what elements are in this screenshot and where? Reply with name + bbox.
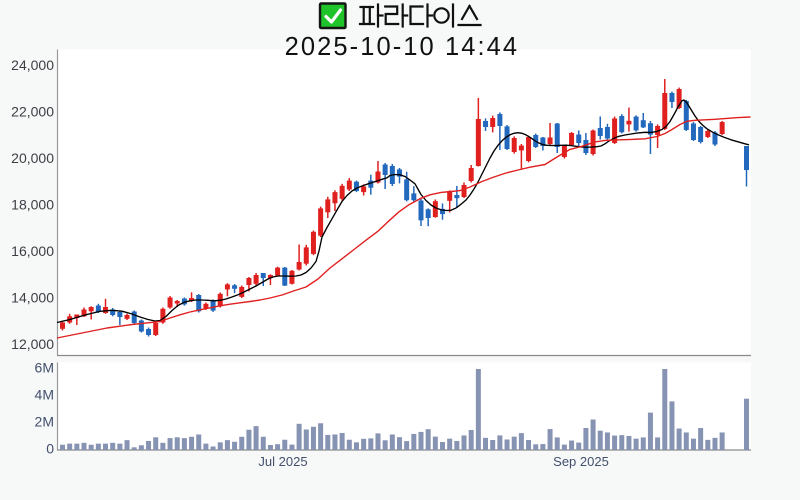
svg-text:0: 0 — [46, 441, 54, 457]
svg-text:2025-10-10 14:44: 2025-10-10 14:44 — [285, 33, 517, 61]
svg-text:12,000: 12,000 — [11, 336, 54, 352]
svg-text:16,000: 16,000 — [11, 243, 54, 259]
svg-text:22,000: 22,000 — [11, 104, 54, 120]
svg-text:2M: 2M — [35, 414, 54, 430]
svg-text:Jul 2025: Jul 2025 — [258, 454, 307, 469]
svg-text:14,000: 14,000 — [11, 290, 54, 306]
svg-text:4M: 4M — [35, 387, 54, 403]
svg-text:6M: 6M — [35, 360, 54, 376]
svg-text:20,000: 20,000 — [11, 150, 54, 166]
svg-text:24,000: 24,000 — [11, 57, 54, 73]
svg-text:18,000: 18,000 — [11, 197, 54, 213]
svg-text:Sep 2025: Sep 2025 — [553, 454, 609, 469]
